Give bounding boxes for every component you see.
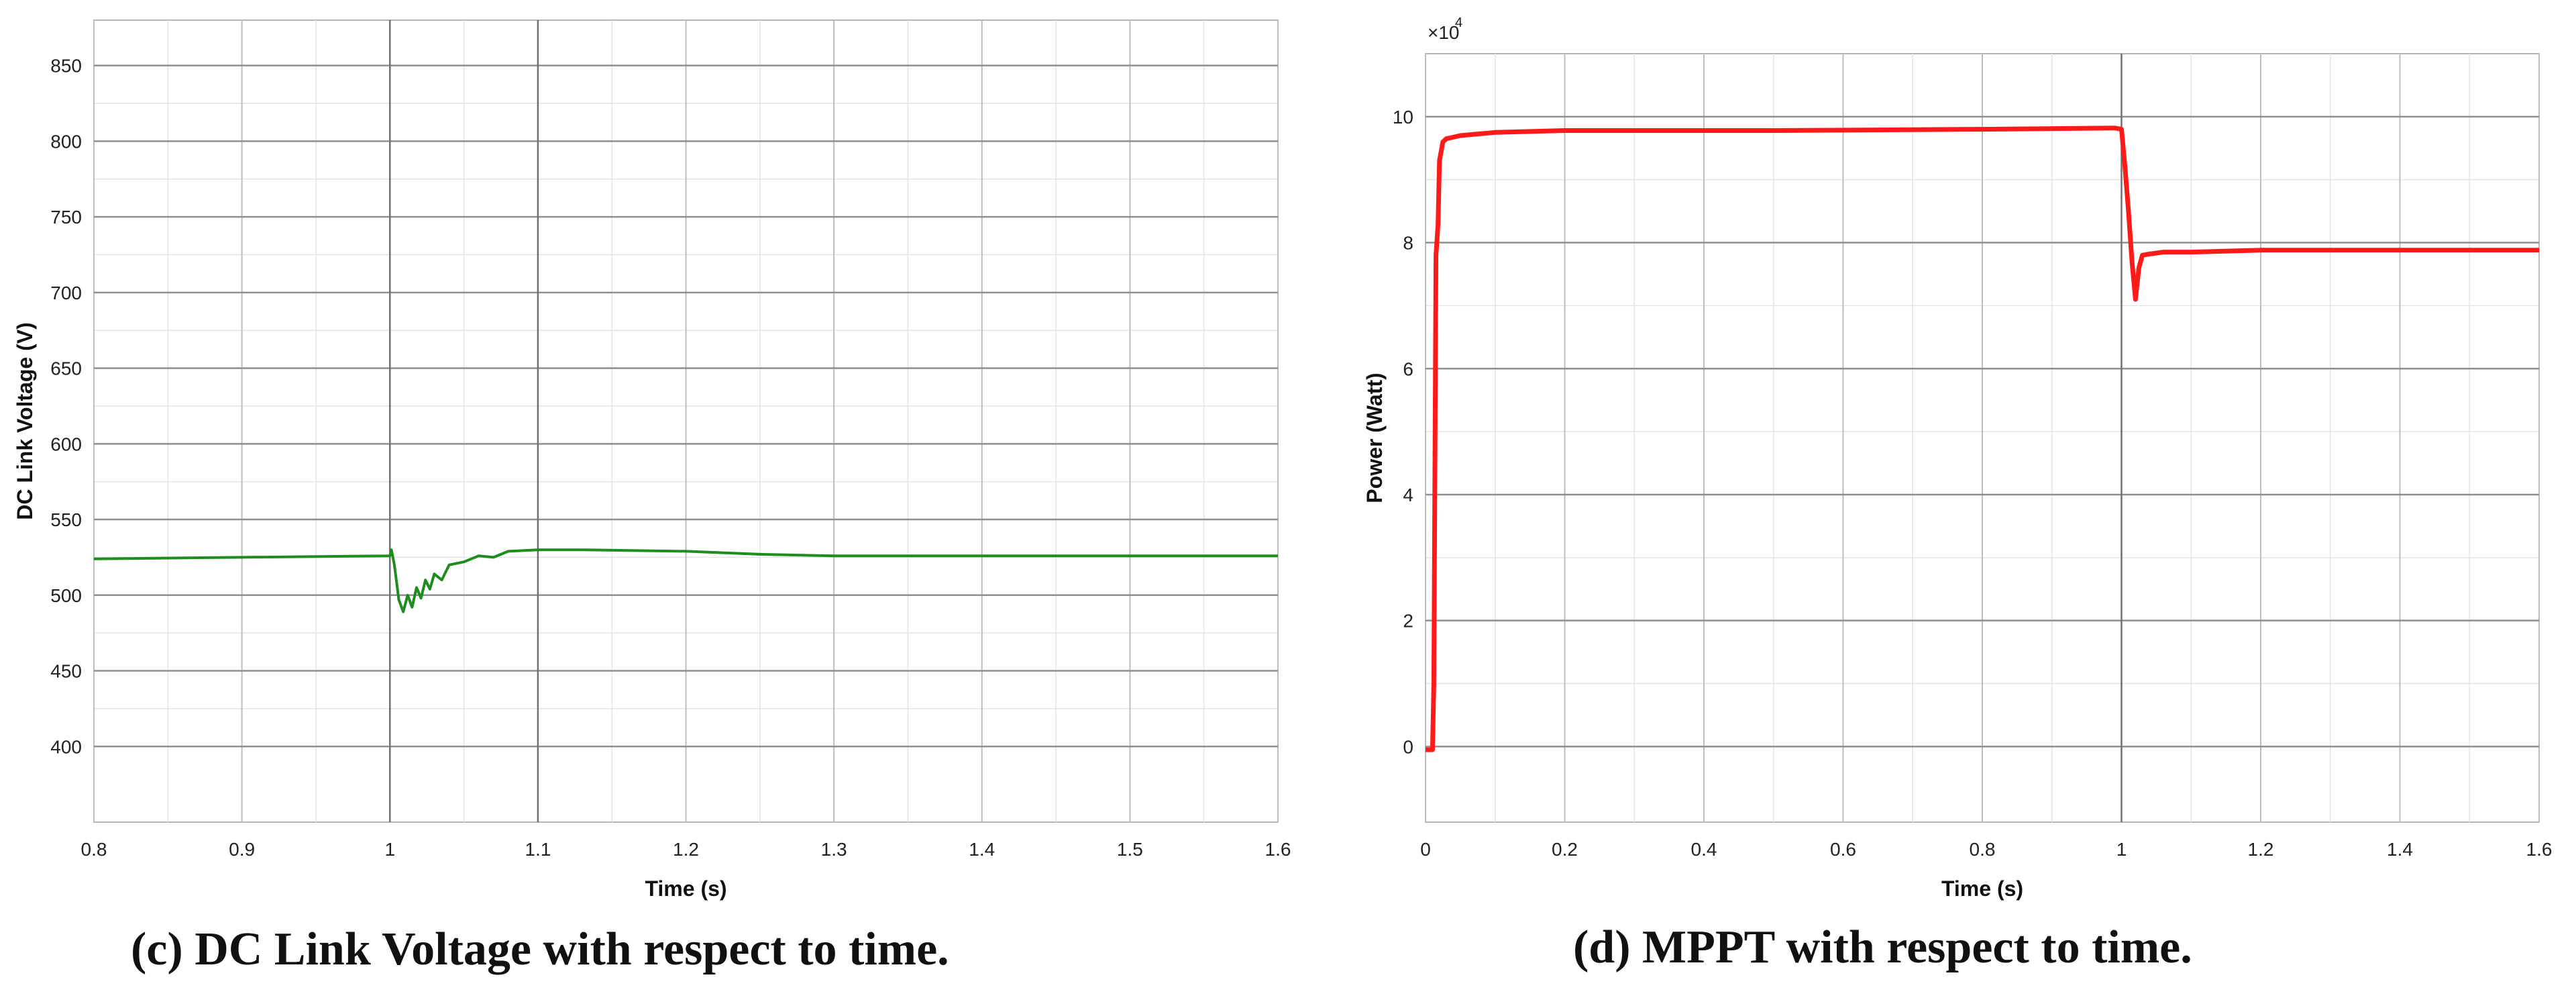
- y-multiplier-label: ×10: [1428, 22, 1460, 43]
- x-tick-label: 1.6: [1265, 839, 1291, 860]
- x-tick-label: 1.5: [1117, 839, 1143, 860]
- caption-c: (c) DC Link Voltage with respect to time…: [131, 923, 949, 975]
- x-tick-label: 0.2: [1552, 839, 1578, 860]
- x-axis-label: Time (s): [1941, 876, 2023, 901]
- y-tick-label: 450: [50, 661, 82, 682]
- x-tick-label: 0.9: [229, 839, 255, 860]
- y-tick-label: 500: [50, 585, 82, 606]
- y-tick-label: 750: [50, 207, 82, 228]
- x-tick-label: 0.6: [1830, 839, 1856, 860]
- y-tick-label: 10: [1393, 107, 1413, 128]
- x-axis-label: Time (s): [645, 876, 727, 901]
- y-tick-label: 600: [50, 434, 82, 454]
- x-tick-label: 1: [384, 839, 395, 860]
- series-line: [1426, 126, 2539, 752]
- y-tick-label: 850: [50, 56, 82, 77]
- x-tick-label: 1.2: [673, 839, 699, 860]
- y-tick-label: 650: [50, 358, 82, 379]
- chart-c-dc-link-voltage: 0.8 0.9 1 1.1 1.2 1.3 1.4 1.5 1.6 400 450 500 550 600…: [13, 19, 1291, 901]
- x-tick-label: 0.8: [81, 839, 107, 860]
- x-tick-label: 1.3: [821, 839, 847, 860]
- y-tick-label: 2: [1403, 611, 1413, 632]
- y-axis-label: DC Link Voltage (V): [13, 322, 37, 520]
- y-tick-label: 700: [50, 283, 82, 303]
- x-tick-label: 1.1: [525, 839, 551, 860]
- chart-d-mppt-power: 0 0.2 0.4 0.6 0.8 1 1.2 1.4 1.6 0 2 4 6 8 10 Time (s) Po…: [1362, 15, 2552, 901]
- x-tick-label: 1.6: [2526, 839, 2553, 860]
- x-tick-label: 1.4: [2387, 839, 2413, 860]
- x-tick-label: 1: [2116, 839, 2127, 860]
- caption-d: (d) MPPT with respect to time.: [1573, 921, 2192, 973]
- y-tick-label: 0: [1403, 736, 1413, 757]
- x-tick-label: 1.2: [2248, 839, 2274, 860]
- y-tick-label: 6: [1403, 358, 1413, 379]
- series-line: [93, 548, 1278, 613]
- y-tick-label: 8: [1403, 233, 1413, 254]
- x-tick-label: 0.8: [1970, 839, 1996, 860]
- x-tick-label: 0: [1420, 839, 1431, 860]
- y-tick-label: 4: [1403, 485, 1413, 505]
- x-tick-label: 1.4: [969, 839, 995, 860]
- y-tick-label: 550: [50, 509, 82, 530]
- x-tick-label: 0.4: [1691, 839, 1717, 860]
- y-axis-label: Power (Watt): [1362, 372, 1387, 503]
- y-exponent-label: 4: [1455, 15, 1462, 30]
- y-tick-label: 800: [50, 131, 82, 152]
- y-tick-label: 400: [50, 736, 82, 757]
